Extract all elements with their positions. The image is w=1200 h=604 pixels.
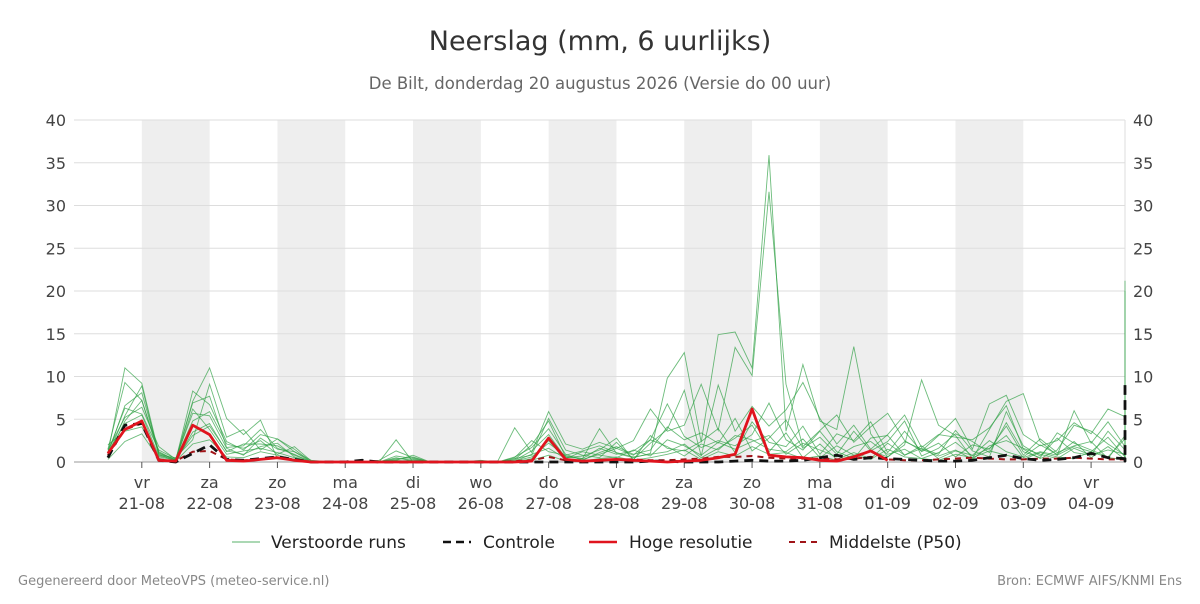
x-tick-date: 02-09 [932, 494, 979, 513]
y-tick-label-right: 5 [1133, 410, 1143, 429]
footer-source: Bron: ECMWF AIFS/KNMI Ens [997, 574, 1182, 589]
series-line-hoge-resolutie [106, 407, 889, 464]
y-tick-label-right: 20 [1133, 282, 1153, 301]
x-tick-day: ma [333, 473, 358, 492]
x-tick-day: vr [608, 473, 624, 492]
y-tick-label-right: 25 [1133, 239, 1153, 258]
chart-title: Neerslag (mm, 6 uurlijks) [429, 26, 771, 57]
y-tick-label-left: 15 [46, 325, 66, 344]
x-tick-day: do [1013, 473, 1033, 492]
y-tick-label-right: 15 [1133, 325, 1153, 344]
y-tick-label-right: 0 [1133, 453, 1143, 472]
x-tick-date: 25-08 [390, 494, 437, 513]
y-tick-label-left: 40 [46, 111, 66, 130]
x-tick-date: 04-09 [1068, 494, 1115, 513]
x-tick-day: di [880, 473, 895, 492]
x-tick-date: 31-08 [797, 494, 844, 513]
x-tick-day: ma [807, 473, 832, 492]
legend-label-highres: Hoge resolutie [629, 533, 753, 553]
y-tick-label-right: 40 [1133, 111, 1153, 130]
footer-generated-by: Gegenereerd door MeteoVPS (meteo-service… [18, 574, 329, 589]
x-axis: vr 21-08 za 22-08 zo 23-08 ma 24-08 di 25-08 wo 26-… [119, 462, 1115, 513]
x-tick-date: 23-08 [254, 494, 301, 513]
x-tick-date: 29-08 [661, 494, 708, 513]
legend: Verstoorde runs Controle Hoge resolutie … [232, 533, 962, 553]
y-tick-label-right: 10 [1133, 368, 1153, 387]
chart-subtitle: De Bilt, donderdag 20 augustus 2026 (Ver… [369, 74, 831, 93]
legend-label-median: Middelste (P50) [829, 533, 962, 553]
x-tick-day: zo [268, 473, 286, 492]
y-tick-label-left: 20 [46, 282, 66, 301]
x-tick-day: wo [469, 473, 492, 492]
y-tick-label-left: 30 [46, 197, 66, 216]
x-tick-day: di [406, 473, 421, 492]
x-tick-date: 30-08 [729, 494, 776, 513]
main-series [106, 381, 1127, 464]
x-tick-day: vr [134, 473, 150, 492]
y-tick-label-left: 35 [46, 154, 66, 173]
y-tick-label-right: 30 [1133, 197, 1153, 216]
x-tick-date: 26-08 [458, 494, 505, 513]
x-tick-date: 21-08 [119, 494, 166, 513]
series-line-controle [106, 381, 1127, 464]
x-tick-day: za [201, 473, 219, 492]
x-tick-day: za [675, 473, 693, 492]
x-tick-day: vr [1083, 473, 1099, 492]
legend-label-control: Controle [483, 533, 555, 553]
x-tick-date: 27-08 [525, 494, 572, 513]
y-tick-label-left: 25 [46, 239, 66, 258]
x-tick-day: wo [944, 473, 967, 492]
y-axis-right: 0 5 10 15 20 25 30 35 40 [1133, 111, 1153, 472]
y-axis-left: 0 5 10 15 20 25 30 35 40 [46, 111, 66, 472]
legend-label-ensemble: Verstoorde runs [271, 533, 406, 553]
x-tick-date: 01-09 [864, 494, 911, 513]
x-tick-date: 22-08 [186, 494, 233, 513]
y-tick-label-right: 35 [1133, 154, 1153, 173]
x-tick-date: 03-09 [1000, 494, 1047, 513]
x-tick-day: zo [743, 473, 761, 492]
x-tick-date: 24-08 [322, 494, 369, 513]
x-tick-date: 28-08 [593, 494, 640, 513]
y-tick-label-left: 0 [56, 453, 66, 472]
x-tick-day: do [539, 473, 559, 492]
y-tick-label-left: 10 [46, 368, 66, 387]
y-tick-label-left: 5 [56, 410, 66, 429]
